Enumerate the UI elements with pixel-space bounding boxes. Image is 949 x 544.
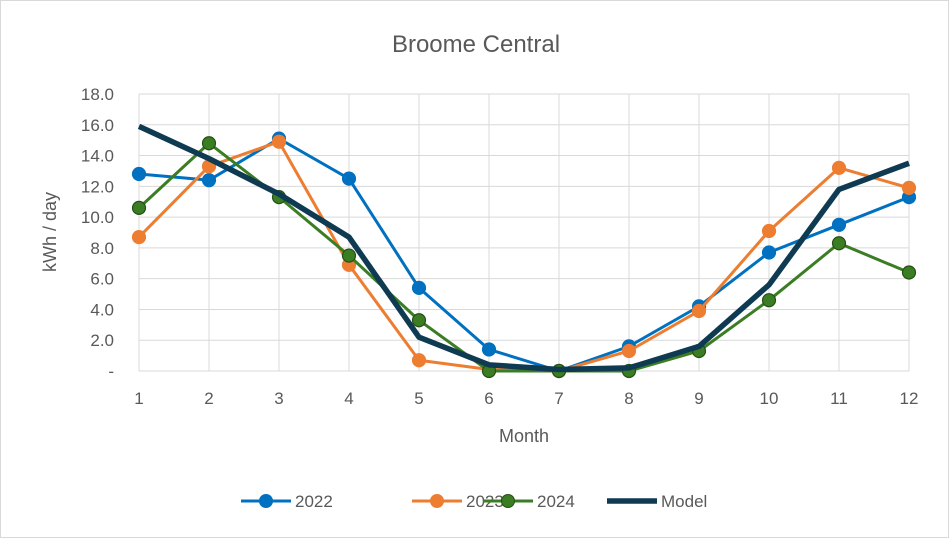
y-tick-label: 12.0 xyxy=(81,177,114,196)
x-tick-label: 9 xyxy=(694,389,703,408)
data-point xyxy=(341,171,357,186)
series-group xyxy=(131,123,917,379)
x-tick-label: 8 xyxy=(624,389,633,408)
data-point xyxy=(411,353,427,368)
x-tick-label: 4 xyxy=(344,389,353,408)
x-tick-label: 10 xyxy=(760,389,779,408)
series-2024 xyxy=(131,136,917,379)
y-tick-label: 16.0 xyxy=(81,116,114,135)
x-tick-label: 1 xyxy=(134,389,143,408)
x-tick-label: 12 xyxy=(900,389,919,408)
legend-item-2022: 2022 xyxy=(241,492,333,511)
y-tick-label: 10.0 xyxy=(81,208,114,227)
data-point xyxy=(621,343,637,359)
chart-title: Broome Central xyxy=(392,31,560,58)
y-tick-label: 18.0 xyxy=(81,85,114,104)
x-axis-label: Month xyxy=(499,426,549,446)
legend-label: 2024 xyxy=(537,492,575,511)
data-point xyxy=(411,280,427,295)
data-point xyxy=(481,342,497,357)
x-tick-label: 3 xyxy=(274,389,283,408)
y-tick-label: 2.0 xyxy=(90,331,114,350)
data-point xyxy=(131,230,147,245)
data-point xyxy=(691,303,707,319)
series-line xyxy=(137,123,910,373)
gridlines xyxy=(138,93,910,372)
y-tick-label: 14.0 xyxy=(81,147,114,166)
data-point xyxy=(201,173,217,188)
data-point xyxy=(411,313,427,328)
legend-label: Model xyxy=(661,492,707,511)
series-model xyxy=(137,123,910,373)
x-tick-label: 6 xyxy=(484,389,493,408)
data-point xyxy=(831,160,847,175)
y-axis-label: kWh / day xyxy=(40,192,60,272)
series-line xyxy=(137,140,910,373)
data-point xyxy=(831,217,847,232)
legend-marker xyxy=(430,494,444,508)
legend-label: 2022 xyxy=(295,492,333,511)
series-line xyxy=(137,141,910,373)
x-tick-label: 2 xyxy=(204,389,213,408)
data-point xyxy=(271,134,287,149)
y-axis-ticks: - 2.0 4.0 6.0 8.0 10.0 12.0 14.0 16.0 18.0 xyxy=(81,85,114,381)
x-tick-label: 5 xyxy=(414,389,423,408)
data-point xyxy=(761,245,777,260)
data-point xyxy=(341,248,357,263)
x-axis-ticks: 1 2 3 4 5 6 7 8 9 10 11 12 xyxy=(134,389,918,408)
data-point xyxy=(901,265,917,280)
y-tick-label: 6.0 xyxy=(90,270,114,289)
series-2023 xyxy=(131,134,917,379)
y-tick-label: 8.0 xyxy=(90,239,114,258)
legend-item-2024: 2024 xyxy=(483,492,575,511)
legend: 2022 2023 2024 Model xyxy=(241,492,707,511)
legend-item-model: Model xyxy=(607,492,707,511)
x-tick-label: 7 xyxy=(554,389,563,408)
legend-marker xyxy=(259,494,273,508)
data-point xyxy=(761,293,777,308)
y-tick-label: 4.0 xyxy=(90,300,114,319)
data-point xyxy=(901,180,917,195)
data-point xyxy=(201,136,217,151)
data-point xyxy=(131,200,147,215)
data-point xyxy=(761,223,777,239)
legend-marker xyxy=(501,494,515,508)
data-point xyxy=(131,166,147,182)
data-point xyxy=(831,236,847,251)
x-tick-label: 11 xyxy=(830,389,848,408)
y-tick-label: - xyxy=(108,362,114,381)
